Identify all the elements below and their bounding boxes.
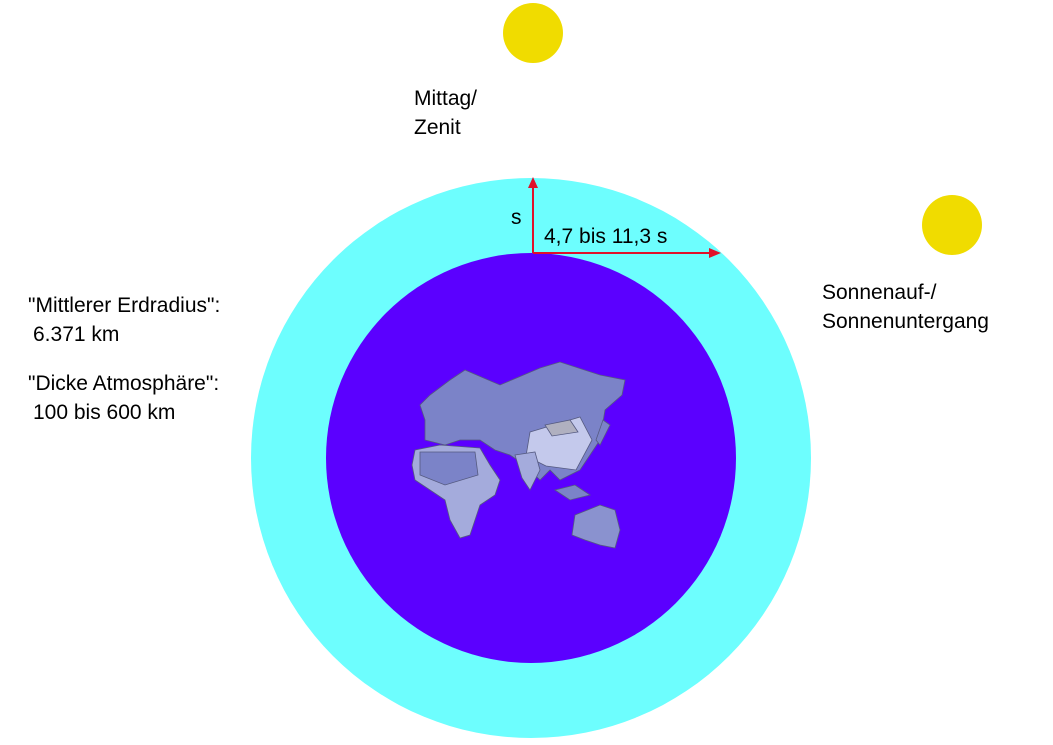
india-region [514,451,541,491]
horizontal-arrowhead [709,248,721,258]
mongolia-region [544,419,579,437]
noon-label-line2: Zenit [414,116,461,139]
sun-zenith-icon [503,3,563,63]
radius-label: "Mittlerer Erdradius": 6.371 km [28,291,220,349]
sun-horizon-icon [922,195,982,255]
vertical-path-label: s [511,206,522,229]
atmosphere-title: "Dicke Atmosphäre": [28,372,220,395]
sunrise-label-line2: Sonnenuntergang [822,310,989,333]
sahara-region [419,451,479,486]
noon-label: Mittag/ Zenit [414,84,477,142]
radius-value: 6.371 km [33,323,120,346]
southeast-asia-islands [554,484,591,501]
atmosphere-value: 100 bis 600 km [33,401,176,424]
radius-title: "Mittlerer Erdradius": [28,294,221,317]
atmosphere-label: "Dicke Atmosphäre": 100 bis 600 km [28,369,219,427]
vertical-arrowhead [528,177,538,188]
path-arrows [528,177,721,258]
japan [595,419,611,446]
australia-landmass [571,504,621,549]
horizontal-path-label: 4,7 bis 11,3 s [544,225,668,248]
sunrise-label: Sonnenauf-/ Sonnenuntergang [822,278,989,336]
sunrise-label-line1: Sonnenauf-/ [822,281,937,304]
noon-label-line1: Mittag/ [414,87,478,110]
world-map [411,361,626,549]
